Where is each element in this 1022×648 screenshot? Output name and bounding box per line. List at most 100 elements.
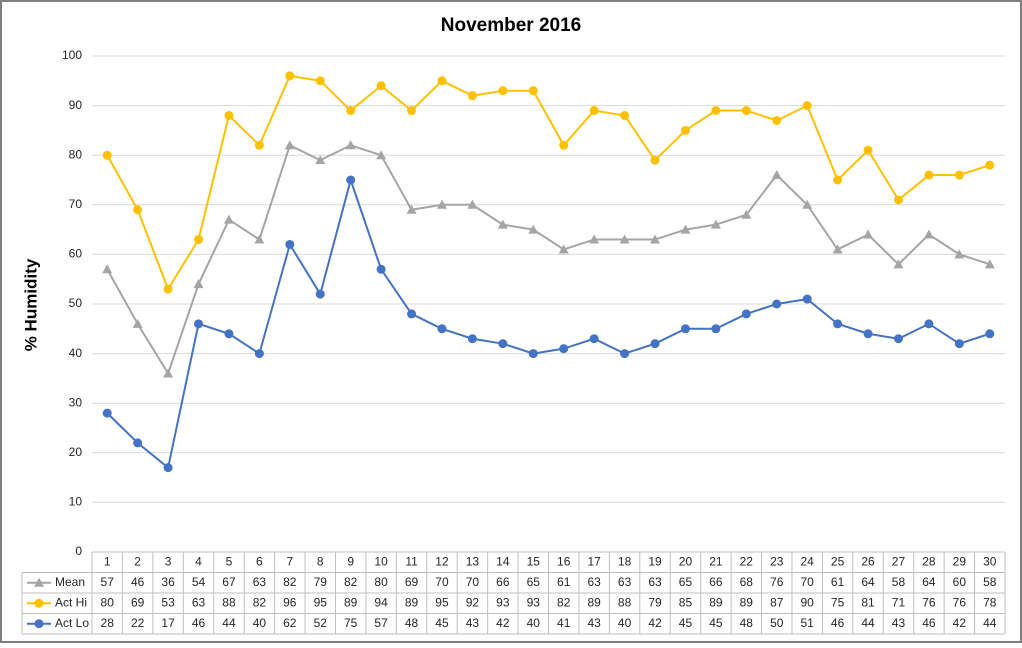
marker bbox=[620, 111, 630, 121]
table-value: 58 bbox=[983, 575, 997, 589]
table-value: 44 bbox=[983, 616, 997, 630]
marker bbox=[315, 289, 325, 299]
marker bbox=[223, 214, 234, 224]
marker bbox=[315, 76, 325, 86]
table-value: 52 bbox=[314, 616, 328, 630]
table-value: 75 bbox=[344, 616, 358, 630]
marker bbox=[893, 259, 904, 269]
table-value: 76 bbox=[953, 595, 967, 609]
marker bbox=[954, 249, 965, 259]
x-tick-label: 17 bbox=[587, 554, 601, 568]
table-value: 61 bbox=[557, 575, 571, 589]
x-tick-label: 14 bbox=[496, 554, 510, 568]
marker bbox=[833, 319, 843, 329]
table-value: 89 bbox=[405, 595, 419, 609]
marker bbox=[224, 111, 234, 121]
table-value: 36 bbox=[161, 575, 175, 589]
table-value: 90 bbox=[801, 595, 815, 609]
table-value: 92 bbox=[466, 595, 480, 609]
y-tick-label: 80 bbox=[69, 147, 83, 161]
table-value: 51 bbox=[801, 616, 815, 630]
marker bbox=[102, 408, 112, 418]
marker bbox=[315, 155, 326, 165]
table-value: 63 bbox=[253, 575, 267, 589]
table-value: 44 bbox=[861, 616, 875, 630]
marker bbox=[893, 195, 903, 205]
x-tick-label: 18 bbox=[618, 554, 632, 568]
table-value: 62 bbox=[283, 616, 297, 630]
table-value: 80 bbox=[101, 595, 115, 609]
table-value: 75 bbox=[831, 595, 845, 609]
table-value: 88 bbox=[222, 595, 236, 609]
x-tick-label: 16 bbox=[557, 554, 571, 568]
marker bbox=[741, 209, 752, 219]
x-tick-label: 27 bbox=[892, 554, 906, 568]
table-value: 66 bbox=[709, 575, 723, 589]
table-value: 60 bbox=[953, 575, 967, 589]
x-tick-label: 10 bbox=[374, 554, 388, 568]
x-tick-label: 9 bbox=[347, 554, 354, 568]
marker bbox=[802, 101, 812, 111]
table-value: 42 bbox=[648, 616, 662, 630]
table-value: 85 bbox=[679, 595, 693, 609]
table-value: 70 bbox=[466, 575, 480, 589]
x-tick-label: 6 bbox=[256, 554, 263, 568]
table-value: 69 bbox=[131, 595, 145, 609]
marker bbox=[528, 349, 538, 359]
marker bbox=[132, 318, 143, 328]
x-tick-label: 21 bbox=[709, 554, 723, 568]
table-value: 82 bbox=[283, 575, 297, 589]
table-value: 63 bbox=[192, 595, 206, 609]
table-value: 81 bbox=[861, 595, 875, 609]
x-tick-label: 15 bbox=[527, 554, 541, 568]
x-tick-label: 26 bbox=[861, 554, 875, 568]
x-tick-label: 4 bbox=[195, 554, 202, 568]
table-value: 64 bbox=[922, 575, 936, 589]
marker bbox=[346, 106, 356, 116]
marker bbox=[680, 324, 690, 334]
marker bbox=[376, 150, 387, 160]
marker bbox=[619, 234, 630, 244]
marker bbox=[863, 229, 874, 239]
table-value: 79 bbox=[648, 595, 662, 609]
marker bbox=[437, 324, 447, 334]
table-value: 70 bbox=[801, 575, 815, 589]
series-line bbox=[106, 74, 991, 292]
y-tick-label: 30 bbox=[69, 395, 83, 409]
table-value: 57 bbox=[101, 575, 115, 589]
marker bbox=[833, 175, 843, 185]
table-value: 82 bbox=[253, 595, 267, 609]
table-value: 63 bbox=[648, 575, 662, 589]
marker bbox=[193, 279, 204, 289]
table-value: 53 bbox=[161, 595, 175, 609]
marker bbox=[772, 115, 782, 125]
table-value: 64 bbox=[861, 575, 875, 589]
table-value: 43 bbox=[466, 616, 480, 630]
marker bbox=[954, 339, 964, 349]
table-value: 22 bbox=[131, 616, 145, 630]
marker bbox=[437, 76, 447, 86]
marker bbox=[741, 309, 751, 319]
chart-title: November 2016 bbox=[441, 15, 581, 36]
x-tick-label: 5 bbox=[226, 554, 233, 568]
table-value: 44 bbox=[222, 616, 236, 630]
table-value: 40 bbox=[253, 616, 267, 630]
y-axis-label: % Humidity bbox=[21, 258, 40, 351]
marker bbox=[497, 219, 508, 229]
marker bbox=[34, 577, 44, 587]
marker bbox=[285, 71, 295, 81]
table-value: 46 bbox=[831, 616, 845, 630]
x-tick-label: 20 bbox=[679, 554, 693, 568]
marker bbox=[133, 205, 143, 215]
marker bbox=[802, 294, 812, 304]
x-tick-label: 1 bbox=[104, 554, 111, 568]
table-value: 76 bbox=[770, 575, 784, 589]
table-value: 80 bbox=[374, 575, 388, 589]
x-tick-label: 12 bbox=[435, 554, 449, 568]
x-tick-label: 25 bbox=[831, 554, 845, 568]
marker bbox=[133, 438, 143, 448]
marker bbox=[680, 125, 690, 135]
marker bbox=[954, 170, 964, 180]
y-tick-label: 60 bbox=[69, 247, 83, 261]
x-tick-label: 11 bbox=[405, 554, 418, 568]
